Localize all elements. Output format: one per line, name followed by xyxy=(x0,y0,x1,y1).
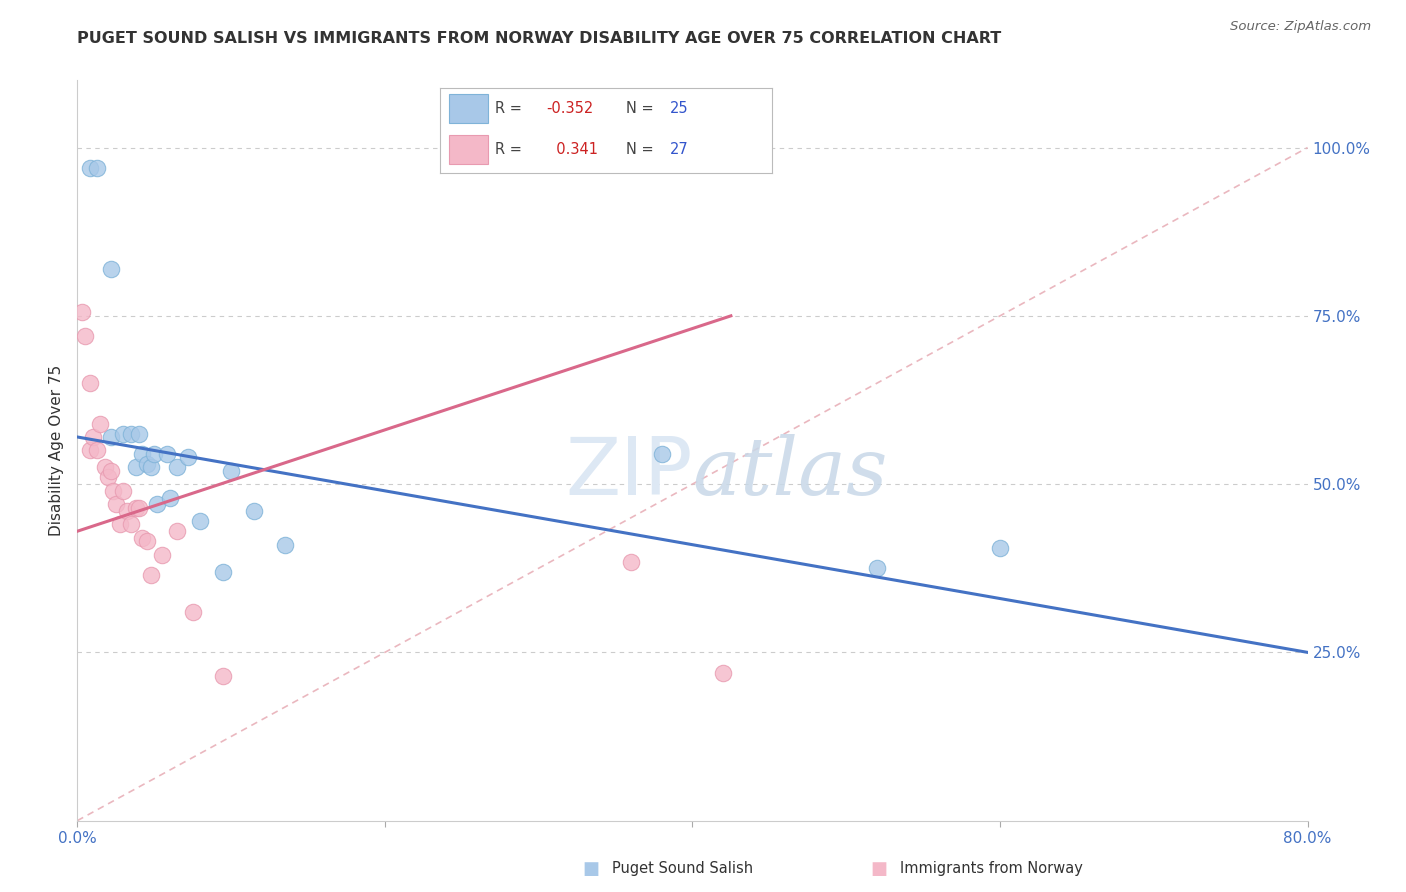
Point xyxy=(79,376,101,391)
Point xyxy=(73,329,96,343)
Point xyxy=(143,447,166,461)
Point xyxy=(155,447,177,461)
Point xyxy=(866,561,889,575)
Point xyxy=(104,497,127,511)
Point xyxy=(100,261,122,276)
Point xyxy=(128,426,150,441)
Point xyxy=(620,555,643,569)
Point xyxy=(141,460,163,475)
Point xyxy=(94,460,117,475)
Point xyxy=(86,161,108,175)
Text: Puget Sound Salish: Puget Sound Salish xyxy=(612,862,752,876)
Point xyxy=(988,541,1011,555)
Text: PUGET SOUND SALISH VS IMMIGRANTS FROM NORWAY DISABILITY AGE OVER 75 CORRELATION : PUGET SOUND SALISH VS IMMIGRANTS FROM NO… xyxy=(77,31,1001,46)
Point xyxy=(159,491,181,505)
Point xyxy=(112,426,135,441)
Point xyxy=(89,417,111,431)
Point xyxy=(97,470,120,484)
Point xyxy=(79,161,101,175)
Point xyxy=(219,464,242,478)
Text: ZIP: ZIP xyxy=(565,434,693,512)
Point xyxy=(128,500,150,515)
Point xyxy=(274,538,297,552)
Point xyxy=(82,430,104,444)
Point xyxy=(112,483,135,498)
Point xyxy=(181,605,204,619)
Point xyxy=(135,534,157,549)
Point xyxy=(101,483,124,498)
Point xyxy=(651,447,673,461)
Point xyxy=(131,531,153,545)
Point xyxy=(86,443,108,458)
Point xyxy=(166,460,188,475)
Text: Immigrants from Norway: Immigrants from Norway xyxy=(900,862,1083,876)
Point xyxy=(711,665,734,680)
Text: ■: ■ xyxy=(582,860,599,878)
Point xyxy=(212,565,235,579)
Point xyxy=(79,443,101,458)
Point xyxy=(166,524,188,539)
Point xyxy=(100,464,122,478)
Point xyxy=(120,426,142,441)
Y-axis label: Disability Age Over 75: Disability Age Over 75 xyxy=(49,365,65,536)
Point xyxy=(135,457,157,471)
Point xyxy=(100,430,122,444)
Point xyxy=(243,504,266,518)
Point xyxy=(131,447,153,461)
Point xyxy=(120,517,142,532)
Point xyxy=(125,500,148,515)
Point xyxy=(188,514,212,528)
Point xyxy=(115,504,138,518)
Point xyxy=(177,450,200,465)
Point xyxy=(125,460,148,475)
Text: Source: ZipAtlas.com: Source: ZipAtlas.com xyxy=(1230,20,1371,33)
Point xyxy=(212,669,235,683)
Point xyxy=(70,305,93,319)
Point xyxy=(110,517,132,532)
Text: ■: ■ xyxy=(870,860,887,878)
Text: atlas: atlas xyxy=(693,434,887,511)
Point xyxy=(150,548,173,562)
Point xyxy=(146,497,169,511)
Point xyxy=(141,568,163,582)
